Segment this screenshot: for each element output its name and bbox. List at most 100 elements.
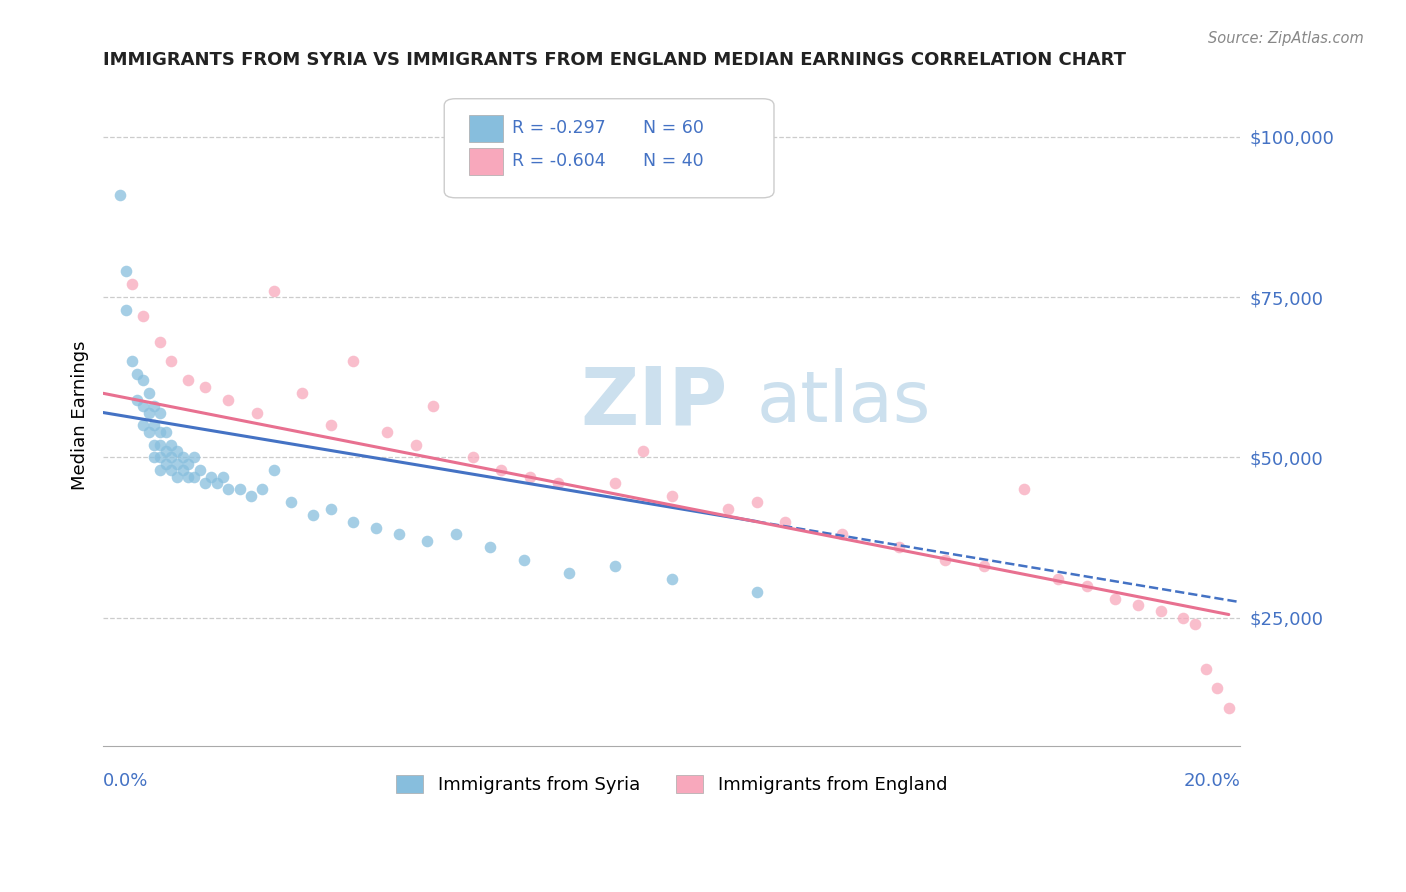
Point xyxy=(143,450,166,465)
Point xyxy=(138,405,160,419)
Point xyxy=(263,463,285,477)
Point xyxy=(513,553,536,567)
Point xyxy=(1218,700,1240,714)
Point xyxy=(188,463,211,477)
Point xyxy=(160,463,183,477)
Text: atlas: atlas xyxy=(756,368,931,437)
Point xyxy=(1195,662,1218,676)
Text: IMMIGRANTS FROM SYRIA VS IMMIGRANTS FROM ENGLAND MEDIAN EARNINGS CORRELATION CHA: IMMIGRANTS FROM SYRIA VS IMMIGRANTS FROM… xyxy=(103,51,1126,69)
Text: R = -0.297: R = -0.297 xyxy=(512,119,606,136)
Point xyxy=(149,450,172,465)
Point xyxy=(252,483,274,497)
Point xyxy=(160,450,183,465)
Point xyxy=(422,399,444,413)
Point xyxy=(342,515,364,529)
Point xyxy=(149,437,172,451)
Point xyxy=(132,374,155,388)
Point xyxy=(280,495,302,509)
Legend: Immigrants from Syria, Immigrants from England: Immigrants from Syria, Immigrants from E… xyxy=(387,765,956,803)
Point xyxy=(745,585,768,599)
Point xyxy=(149,405,172,419)
Point xyxy=(263,284,285,298)
Point xyxy=(775,515,797,529)
Point xyxy=(1126,598,1149,612)
Point xyxy=(138,425,160,439)
Point xyxy=(177,457,200,471)
Point xyxy=(183,469,205,483)
Point xyxy=(603,476,626,491)
Point xyxy=(603,559,626,574)
Point xyxy=(132,310,155,324)
Point xyxy=(246,405,269,419)
Point xyxy=(519,469,541,483)
Point xyxy=(205,476,228,491)
Point xyxy=(444,527,467,541)
Point xyxy=(166,444,188,458)
Text: 0.0%: 0.0% xyxy=(103,772,149,789)
Point xyxy=(558,566,581,580)
Point xyxy=(143,418,166,433)
Point xyxy=(1149,604,1171,618)
Point xyxy=(228,483,250,497)
Text: R = -0.604: R = -0.604 xyxy=(512,152,606,169)
Point xyxy=(149,334,172,349)
Point xyxy=(661,489,683,503)
Point xyxy=(121,277,143,292)
Point xyxy=(1012,483,1035,497)
Point xyxy=(388,527,411,541)
Point xyxy=(217,392,239,407)
Point xyxy=(478,540,501,554)
Point xyxy=(1173,611,1195,625)
FancyBboxPatch shape xyxy=(470,115,503,142)
Point xyxy=(217,483,239,497)
Point xyxy=(1206,681,1229,696)
Point xyxy=(319,501,342,516)
Point xyxy=(143,437,166,451)
Point xyxy=(717,501,740,516)
Point xyxy=(461,450,484,465)
Point xyxy=(108,187,131,202)
Point xyxy=(239,489,262,503)
Point xyxy=(1104,591,1126,606)
Point xyxy=(183,450,205,465)
Point xyxy=(132,418,155,433)
Point xyxy=(149,463,172,477)
Y-axis label: Median Earnings: Median Earnings xyxy=(72,341,89,491)
Point xyxy=(127,367,149,381)
Point xyxy=(661,572,683,586)
Point xyxy=(172,450,194,465)
Point xyxy=(319,418,342,433)
FancyBboxPatch shape xyxy=(444,99,773,198)
Point xyxy=(155,457,177,471)
Point xyxy=(143,399,166,413)
Point xyxy=(416,533,439,548)
Point xyxy=(934,553,956,567)
Point xyxy=(166,469,188,483)
Point xyxy=(631,444,654,458)
Point xyxy=(1047,572,1070,586)
Point xyxy=(1184,617,1206,632)
Point xyxy=(489,463,512,477)
Point xyxy=(194,476,217,491)
Point xyxy=(138,386,160,401)
Point xyxy=(160,437,183,451)
FancyBboxPatch shape xyxy=(470,148,503,175)
Point xyxy=(177,374,200,388)
Text: N = 60: N = 60 xyxy=(643,119,704,136)
Point xyxy=(973,559,995,574)
Point xyxy=(121,354,143,368)
Point xyxy=(115,264,138,278)
Point xyxy=(405,437,427,451)
Point xyxy=(127,392,149,407)
Text: 20.0%: 20.0% xyxy=(1184,772,1240,789)
Point xyxy=(155,444,177,458)
Point xyxy=(194,380,217,394)
Point xyxy=(377,425,399,439)
Point xyxy=(547,476,569,491)
Point xyxy=(160,354,183,368)
Point xyxy=(1076,579,1098,593)
Point xyxy=(172,463,194,477)
Text: ZIP: ZIP xyxy=(581,364,728,442)
Point xyxy=(149,425,172,439)
Point xyxy=(887,540,910,554)
